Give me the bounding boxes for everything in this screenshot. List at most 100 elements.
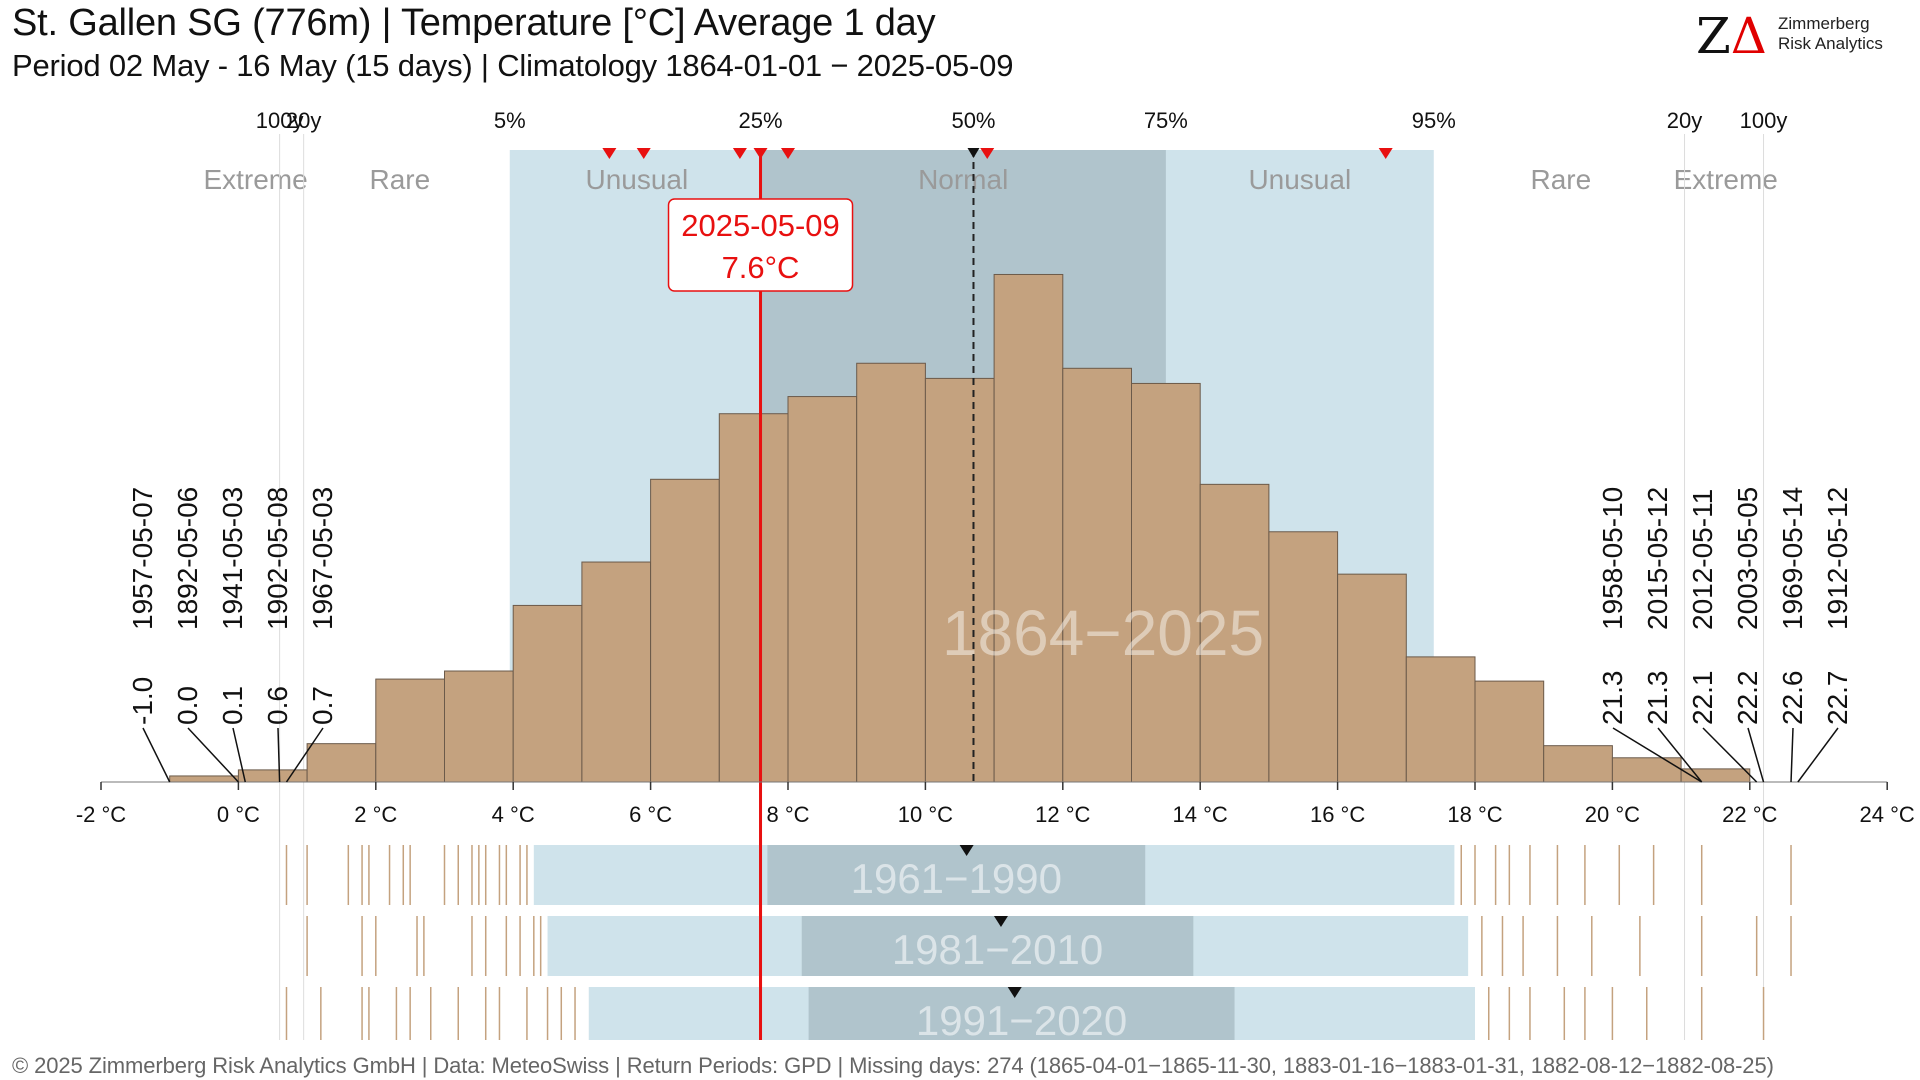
company-logo: ZΔ Zimmerberg Risk Analytics xyxy=(1696,10,1906,62)
histogram-bar xyxy=(1543,745,1613,783)
histogram-bar xyxy=(1474,680,1545,783)
histogram-bar xyxy=(718,413,789,783)
x-tick-label: 22 °C xyxy=(1722,802,1777,827)
extreme-high-leader-2 xyxy=(1702,727,1758,783)
histogram-bar xyxy=(1131,382,1201,783)
recent-marker xyxy=(781,148,795,159)
histogram-bar xyxy=(1611,757,1682,783)
histogram-bar xyxy=(1268,531,1339,783)
histogram-bar xyxy=(581,561,652,783)
extreme-high-value-3: 22.2 xyxy=(1732,671,1763,726)
percentile-label-3: 25% xyxy=(738,108,782,133)
histogram-bar xyxy=(787,396,858,783)
recent-marker xyxy=(636,148,651,159)
extreme-high-date-3: 2003-05-05 xyxy=(1732,487,1763,630)
period-watermark: 1864−2025 xyxy=(942,597,1264,669)
climatology-strip-1: 1981−2010 xyxy=(306,916,1792,976)
histogram-bar xyxy=(375,678,445,783)
extreme-high-value-0: 21.3 xyxy=(1597,671,1628,726)
logo-delta: Δ xyxy=(1730,7,1767,65)
percentile-label-8: 100y xyxy=(1740,108,1788,133)
extreme-high-date-4: 1969-05-14 xyxy=(1777,487,1808,630)
category-label-3: Normal xyxy=(918,164,1008,195)
extreme-low-value-1: 0.0 xyxy=(172,686,203,725)
current-value-callout: 2025-05-09 7.6°C xyxy=(667,198,854,292)
histogram-bar xyxy=(444,670,514,783)
histogram-bar xyxy=(512,604,583,783)
extreme-low-date-0: 1957-05-07 xyxy=(127,487,158,630)
histogram xyxy=(169,273,1751,783)
extreme-low-value-0: -1.0 xyxy=(127,677,158,725)
extreme-high-leader-5 xyxy=(1797,727,1839,783)
recent-marker xyxy=(732,148,747,159)
extreme-high-value-4: 22.6 xyxy=(1777,671,1808,726)
callout-date: 2025-05-09 xyxy=(681,208,840,243)
histogram-bar xyxy=(237,769,308,783)
strip-label: 1961−1990 xyxy=(851,855,1062,902)
extreme-low-date-3: 1902-05-08 xyxy=(262,487,293,630)
percentile-label-1: 20y xyxy=(286,108,321,133)
recent-marker xyxy=(753,148,768,159)
strip-normal-band xyxy=(801,916,1194,976)
callout-box xyxy=(667,198,854,292)
x-tick-label: 8 °C xyxy=(766,802,809,827)
x-tick-label: 14 °C xyxy=(1173,802,1228,827)
x-tick-label: 16 °C xyxy=(1310,802,1365,827)
x-tick-label: 2 °C xyxy=(354,802,397,827)
extreme-low-value-2: 0.1 xyxy=(217,686,248,725)
logo-mark: ZΔ xyxy=(1696,10,1767,62)
recent-marker xyxy=(602,148,617,159)
x-tick-label: 24 °C xyxy=(1860,802,1915,827)
extreme-high-date-1: 2015-05-12 xyxy=(1642,487,1673,630)
histogram-bar xyxy=(650,478,720,783)
category-label-0: Extreme xyxy=(203,164,307,195)
extreme-low-value-3: 0.6 xyxy=(262,686,293,725)
percentile-label-7: 20y xyxy=(1667,108,1702,133)
extreme-low-date-2: 1941-05-03 xyxy=(217,487,248,630)
percentile-label-5: 75% xyxy=(1144,108,1188,133)
histogram-bar xyxy=(856,362,926,783)
footer-credits: © 2025 Zimmerberg Risk Analytics GmbH | … xyxy=(12,1053,1774,1078)
chart-subtitle: Period 02 May - 16 May (15 days) | Clima… xyxy=(12,48,1014,83)
histogram-bar xyxy=(306,743,377,783)
histogram-bar xyxy=(1199,483,1270,783)
strip-normal-band xyxy=(808,987,1235,1040)
histogram-bar xyxy=(1405,656,1476,783)
x-tick-label: 6 °C xyxy=(629,802,672,827)
histogram-bar xyxy=(1337,573,1407,783)
climatology-strip-2: 1991−2020 xyxy=(285,987,1765,1040)
histogram-bar xyxy=(924,377,995,783)
percentile-label-2: 5% xyxy=(494,108,526,133)
climatology-strip-0: 1961−1990 xyxy=(285,845,1792,905)
extreme-low-leader-1 xyxy=(187,727,239,783)
extreme-low-leader-3 xyxy=(277,727,281,783)
extreme-low-date-1: 1892-05-06 xyxy=(172,487,203,630)
histogram-bar xyxy=(993,273,1064,783)
strip-label: 1991−2020 xyxy=(916,997,1127,1040)
median-marker xyxy=(967,148,980,158)
callout-value: 7.6°C xyxy=(722,250,800,285)
extreme-high-leader-0 xyxy=(1612,727,1703,783)
chart-title: St. Gallen SG (776m) | Temperature [°C] … xyxy=(12,2,936,44)
x-tick-label: 18 °C xyxy=(1447,802,1502,827)
extreme-high-value-1: 21.3 xyxy=(1642,671,1673,726)
logo-name-line2: Risk Analytics xyxy=(1778,34,1883,53)
strip-median-marker xyxy=(959,845,974,856)
logo-z: Z xyxy=(1696,7,1731,65)
recent-marker xyxy=(1378,148,1393,159)
x-tick-label: 20 °C xyxy=(1585,802,1640,827)
extreme-high-date-2: 2012-05-11 xyxy=(1687,489,1718,630)
x-tick-label: -2 °C xyxy=(76,802,126,827)
category-label-1: Rare xyxy=(369,164,430,195)
recent-marker xyxy=(980,148,995,159)
strip-normal-band xyxy=(767,845,1146,905)
percentile-label-6: 95% xyxy=(1412,108,1456,133)
category-label-2: Unusual xyxy=(585,164,688,195)
percentile-label-4: 50% xyxy=(951,108,995,133)
extreme-high-value-2: 22.1 xyxy=(1687,671,1718,726)
logo-name-line1: Zimmerberg xyxy=(1778,14,1870,33)
extreme-low-leader-0 xyxy=(142,727,171,783)
x-tick-label: 0 °C xyxy=(217,802,260,827)
extreme-low-leader-4 xyxy=(285,727,324,783)
x-tick-label: 4 °C xyxy=(492,802,535,827)
